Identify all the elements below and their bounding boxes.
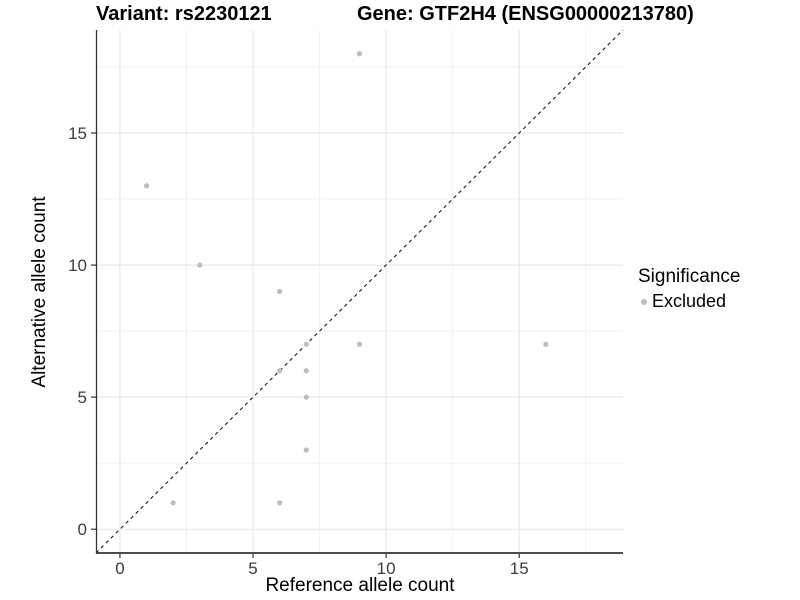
y-axis-title: Alternative allele count [29,196,50,388]
data-point [197,262,203,268]
data-point [356,51,363,57]
y-tick-label: 15 [68,124,87,143]
plot-title-variant: Variant: rs2230121 [96,3,272,25]
legend-title: Significance [638,266,741,287]
y-tick-label: 10 [68,256,87,275]
identity-line [95,29,624,554]
y-tick-label: 0 [78,520,87,539]
plot-panel: 0 5 10 15 0 5 10 15 [68,29,624,578]
legend: Significance Excluded [638,266,740,312]
legend-item-excluded: Excluded [638,291,740,312]
data-point [303,447,309,453]
y-tick-label: 5 [78,388,87,407]
data-point [143,183,150,189]
excluded-point-icon [641,298,647,305]
data-point [543,341,549,347]
x-tick-label: 5 [248,559,257,578]
data-point [303,394,309,400]
data-point [277,368,283,374]
x-tick-label: 0 [115,559,124,578]
legend-item-label: Excluded [652,291,727,311]
data-point [170,500,176,506]
x-tick-label: 15 [510,559,529,578]
plot-title-gene: Gene: GTF2H4 (ENSG00000213780) [357,3,694,25]
data-point [277,500,283,506]
x-tick-label: 10 [377,559,396,578]
scatter-plot-canvas: 0 5 10 15 0 5 10 15 [68,29,624,578]
data-point [277,288,283,295]
data-point [356,341,363,347]
data-point [303,368,309,374]
data-point [303,341,309,347]
x-axis-title: Reference allele count [265,575,455,596]
